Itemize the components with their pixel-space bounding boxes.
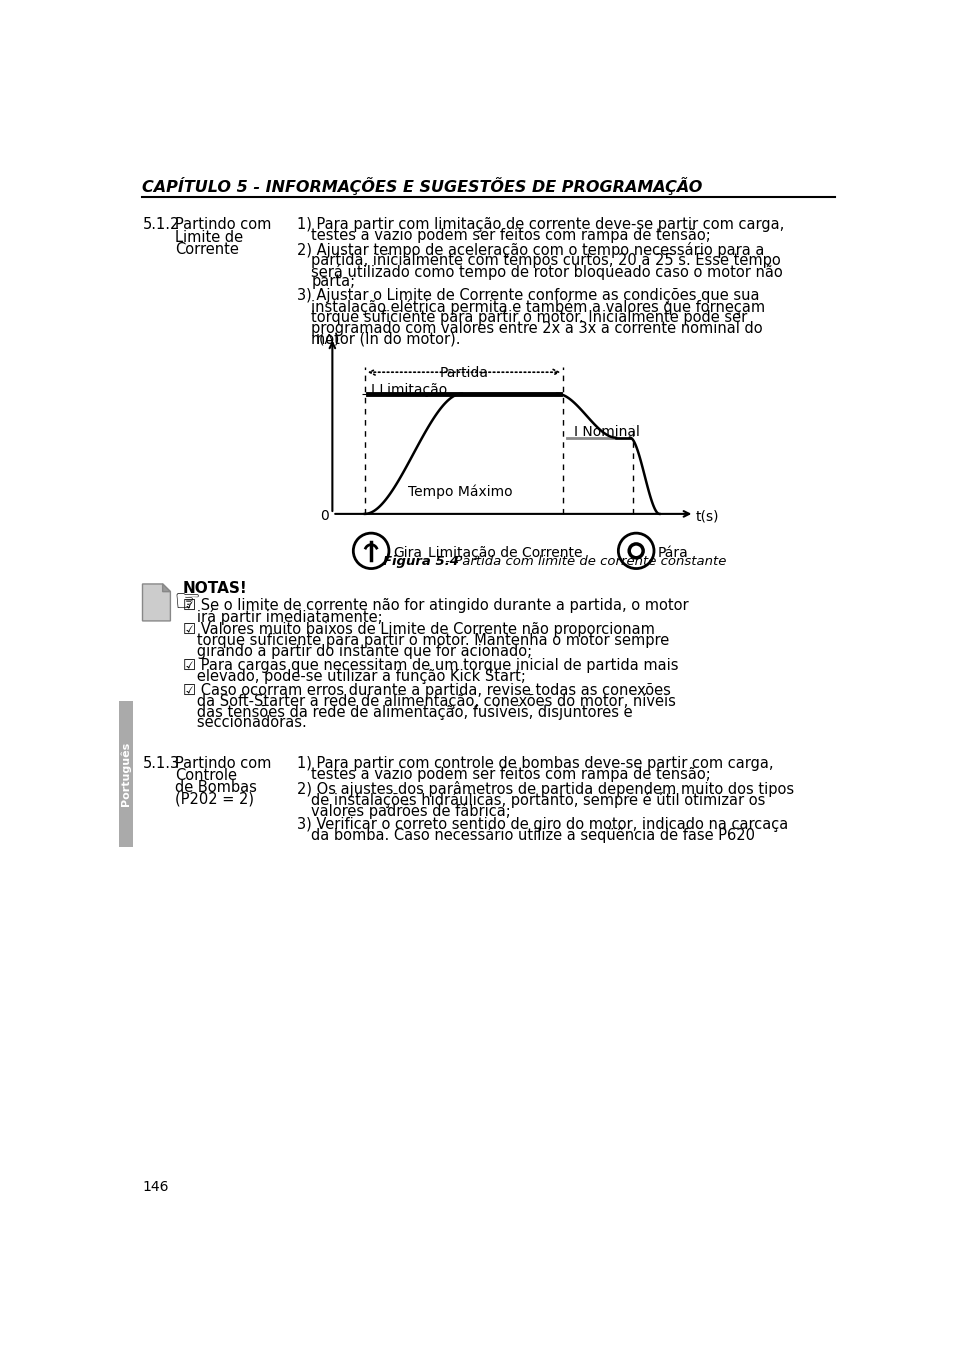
Text: parta;: parta; xyxy=(311,274,355,289)
Text: (P202 = 2): (P202 = 2) xyxy=(174,791,253,806)
Text: torque suficiente para partir o motor. Inicialmente pode ser: torque suficiente para partir o motor. I… xyxy=(311,310,747,325)
Text: 1) Para partir com limitação de corrente deve-se partir com carga,: 1) Para partir com limitação de corrente… xyxy=(297,217,784,232)
Text: elevado, pode-se utilizar a função Kick Start;: elevado, pode-se utilizar a função Kick … xyxy=(183,668,525,683)
Polygon shape xyxy=(142,585,171,621)
Text: de Bombas: de Bombas xyxy=(174,779,256,795)
Text: Tempo Máximo: Tempo Máximo xyxy=(407,485,512,500)
Text: NOTAS!: NOTAS! xyxy=(183,580,247,595)
Text: 5.1.2: 5.1.2 xyxy=(142,217,180,232)
Polygon shape xyxy=(162,585,171,591)
Text: seccionadoras.: seccionadoras. xyxy=(183,716,306,730)
Text: ☑ Valores muito baixos de Limite de Corrente não proporcionam: ☑ Valores muito baixos de Limite de Corr… xyxy=(183,622,654,637)
Text: Limite de: Limite de xyxy=(174,230,243,244)
Text: ☑ Se o limite de corrente não for atingido durante a partida, o motor: ☑ Se o limite de corrente não for atingi… xyxy=(183,598,688,613)
Text: 3) Verificar o correto sentido de giro do motor, indicado na carcaça: 3) Verificar o correto sentido de giro d… xyxy=(297,817,788,832)
Text: CAPÍTULO 5 - INFORMAÇÕES E SUGESTÕES DE PROGRAMAÇÃO: CAPÍTULO 5 - INFORMAÇÕES E SUGESTÕES DE … xyxy=(142,177,702,196)
Text: I Limitação: I Limitação xyxy=(371,383,447,397)
Text: torque suficiente para partir o motor. Mantenha o motor sempre: torque suficiente para partir o motor. M… xyxy=(183,633,668,648)
Text: de instalações hidráulicas, portanto, sempre é útil otimizar os: de instalações hidráulicas, portanto, se… xyxy=(311,792,765,807)
Text: partida, inicialmente com tempos curtos, 20 a 25 s. Esse tempo: partida, inicialmente com tempos curtos,… xyxy=(311,252,781,267)
Text: Partindo com: Partindo com xyxy=(174,756,272,771)
Text: Gira: Gira xyxy=(393,547,421,560)
Text: 5.1.3: 5.1.3 xyxy=(142,756,179,771)
Text: ☑ Para cargas que necessitam de um torque inicial de partida mais: ☑ Para cargas que necessitam de um torqu… xyxy=(183,657,678,672)
Text: das tensões da rede de alimentação, fusíveis, disjuntores e: das tensões da rede de alimentação, fusí… xyxy=(183,705,632,720)
Text: programado com valores entre 2x a 3x a corrente nominal do: programado com valores entre 2x a 3x a c… xyxy=(311,320,762,336)
Text: 0: 0 xyxy=(319,509,329,524)
Text: irá partir imediatamente;: irá partir imediatamente; xyxy=(183,609,382,625)
Text: Figura 5.4: Figura 5.4 xyxy=(382,555,458,568)
Text: será utilizado como tempo de rotor bloqueado caso o motor não: será utilizado como tempo de rotor bloqu… xyxy=(311,263,782,279)
Text: testes a vazio podem ser feitos com rampa de tensão;: testes a vazio podem ser feitos com ramp… xyxy=(311,228,710,243)
Text: da bomba. Caso necessário utilize a seqüência de fase P620: da bomba. Caso necessário utilize a seqü… xyxy=(311,828,755,844)
Text: - Partida com limite de corrente constante: - Partida com limite de corrente constan… xyxy=(440,555,725,568)
Text: 3) Ajustar o Limite de Corrente conforme as condições que sua: 3) Ajustar o Limite de Corrente conforme… xyxy=(297,289,760,304)
Text: t(s): t(s) xyxy=(695,509,719,524)
Text: 146: 146 xyxy=(142,1180,169,1193)
Text: valores padrões de fábrica;: valores padrões de fábrica; xyxy=(311,803,511,818)
Text: Português: Português xyxy=(121,743,132,806)
Text: I(A): I(A) xyxy=(315,333,339,347)
Text: I Nominal: I Nominal xyxy=(574,425,639,439)
Text: girando a partir do instante que for acionado;: girando a partir do instante que for aci… xyxy=(183,644,532,659)
Text: Partindo com: Partindo com xyxy=(174,217,272,232)
Text: Corrente: Corrente xyxy=(174,242,238,256)
FancyBboxPatch shape xyxy=(119,701,133,848)
Text: motor (In do motor).: motor (In do motor). xyxy=(311,331,460,347)
Text: ☑ Caso ocorram erros durante a partida, revise todas as conexões: ☑ Caso ocorram erros durante a partida, … xyxy=(183,683,670,698)
Text: ☞: ☞ xyxy=(173,589,201,617)
Text: testes a vazio podem ser feitos com rampa de tensão;: testes a vazio podem ser feitos com ramp… xyxy=(311,767,710,782)
Text: da Soft-Starter a rede de alimentação, conexões do motor, níveis: da Soft-Starter a rede de alimentação, c… xyxy=(183,694,675,709)
Text: 2) Os ajustes dos parâmetros de partida dependem muito dos tipos: 2) Os ajustes dos parâmetros de partida … xyxy=(297,782,794,796)
Text: Limitação de Corrente: Limitação de Corrente xyxy=(428,547,582,560)
Text: Partida: Partida xyxy=(439,366,488,381)
Text: instalação elétrica permita e também a valores que forneçam: instalação elétrica permita e também a v… xyxy=(311,300,764,315)
Text: Pára: Pára xyxy=(658,547,688,560)
Text: Controle: Controle xyxy=(174,768,236,783)
Text: 1) Para partir com controle de bombas deve-se partir com carga,: 1) Para partir com controle de bombas de… xyxy=(297,756,773,771)
Text: 2) Ajustar tempo de aceleração com o tempo necessário para a: 2) Ajustar tempo de aceleração com o tem… xyxy=(297,242,764,258)
